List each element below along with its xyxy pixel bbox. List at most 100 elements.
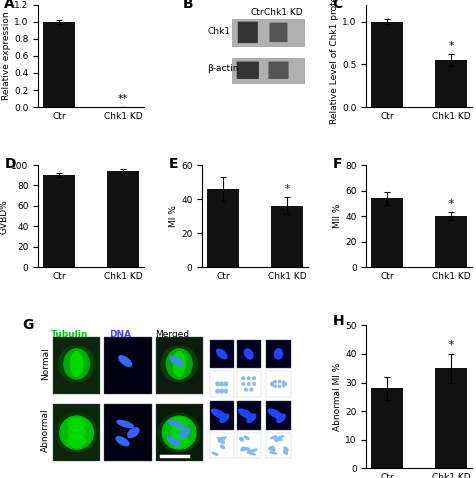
Text: H: H	[332, 314, 343, 328]
Text: G: G	[22, 318, 33, 332]
Bar	[236, 401, 260, 430]
Ellipse shape	[244, 388, 248, 391]
Text: β-actin: β-actin	[207, 64, 238, 73]
Ellipse shape	[218, 436, 227, 440]
Text: Merged: Merged	[154, 329, 188, 338]
Ellipse shape	[67, 434, 86, 448]
Y-axis label: Relative Level of Chk1 protein: Relative Level of Chk1 protein	[330, 0, 339, 124]
Ellipse shape	[273, 348, 283, 359]
Ellipse shape	[282, 450, 288, 455]
FancyBboxPatch shape	[239, 62, 255, 71]
Ellipse shape	[243, 348, 253, 359]
Ellipse shape	[269, 383, 273, 387]
Ellipse shape	[160, 345, 198, 382]
Bar	[107, 171, 139, 267]
Bar	[104, 337, 151, 394]
Ellipse shape	[223, 389, 228, 393]
FancyBboxPatch shape	[240, 22, 255, 33]
Ellipse shape	[277, 380, 281, 383]
Ellipse shape	[246, 382, 250, 386]
Ellipse shape	[246, 449, 253, 454]
Ellipse shape	[281, 384, 285, 388]
Y-axis label: Abnormal MI %: Abnormal MI %	[333, 363, 342, 431]
Ellipse shape	[283, 382, 287, 386]
Ellipse shape	[252, 382, 256, 386]
Ellipse shape	[273, 437, 278, 442]
Ellipse shape	[216, 348, 227, 359]
Ellipse shape	[211, 452, 218, 456]
Text: **: **	[118, 94, 128, 104]
Ellipse shape	[169, 417, 188, 431]
Bar	[370, 22, 402, 107]
Ellipse shape	[240, 446, 245, 452]
Text: Tubulin: Tubulin	[50, 329, 88, 338]
Bar	[155, 337, 202, 394]
Ellipse shape	[70, 351, 83, 377]
Ellipse shape	[268, 451, 277, 455]
Text: Abnormal: Abnormal	[41, 408, 50, 452]
Ellipse shape	[277, 385, 281, 388]
Bar	[43, 175, 75, 267]
Ellipse shape	[169, 425, 188, 440]
FancyBboxPatch shape	[231, 19, 303, 46]
Bar	[266, 339, 290, 368]
Bar	[104, 404, 151, 461]
Ellipse shape	[276, 413, 286, 423]
Ellipse shape	[219, 413, 229, 423]
Ellipse shape	[115, 436, 129, 446]
Ellipse shape	[215, 381, 219, 387]
Ellipse shape	[273, 380, 277, 384]
Text: Chk1 KD: Chk1 KD	[264, 8, 302, 17]
Bar	[236, 433, 260, 458]
Ellipse shape	[167, 420, 185, 428]
Ellipse shape	[241, 446, 246, 451]
Bar	[209, 433, 233, 458]
Ellipse shape	[216, 437, 224, 441]
Text: Normal: Normal	[41, 348, 50, 380]
FancyBboxPatch shape	[269, 22, 287, 42]
Text: DNA: DNA	[109, 329, 131, 338]
Ellipse shape	[246, 376, 250, 380]
Bar	[370, 198, 402, 267]
Ellipse shape	[67, 417, 86, 431]
Bar	[271, 206, 303, 267]
Ellipse shape	[210, 409, 227, 420]
FancyBboxPatch shape	[236, 62, 258, 79]
Ellipse shape	[63, 348, 90, 380]
Bar	[370, 388, 402, 468]
Bar	[236, 371, 260, 397]
Ellipse shape	[219, 381, 224, 387]
Text: Ctr: Ctr	[250, 8, 264, 17]
Ellipse shape	[269, 381, 273, 385]
Text: E: E	[168, 157, 178, 171]
Bar	[236, 339, 260, 368]
Ellipse shape	[67, 425, 86, 440]
Ellipse shape	[223, 381, 228, 387]
Text: F: F	[332, 157, 341, 171]
Ellipse shape	[250, 448, 257, 453]
FancyBboxPatch shape	[231, 58, 303, 83]
FancyBboxPatch shape	[237, 22, 258, 43]
Bar	[209, 401, 233, 430]
Bar	[53, 404, 100, 461]
Ellipse shape	[283, 446, 288, 451]
FancyBboxPatch shape	[268, 62, 288, 79]
Ellipse shape	[281, 380, 285, 384]
Ellipse shape	[243, 435, 249, 440]
Ellipse shape	[219, 445, 225, 449]
Ellipse shape	[252, 376, 256, 380]
Bar	[266, 433, 290, 458]
Y-axis label: GVBD%: GVBD%	[0, 199, 9, 234]
Ellipse shape	[267, 409, 283, 420]
Ellipse shape	[127, 427, 139, 438]
Ellipse shape	[59, 415, 94, 450]
Ellipse shape	[238, 437, 244, 442]
Y-axis label: MI %: MI %	[169, 205, 178, 227]
Text: D: D	[4, 157, 16, 171]
Ellipse shape	[237, 409, 254, 420]
Ellipse shape	[219, 389, 224, 393]
Y-axis label: MII %: MII %	[333, 204, 342, 228]
Ellipse shape	[165, 348, 192, 380]
Bar	[435, 368, 466, 468]
Ellipse shape	[269, 435, 277, 439]
